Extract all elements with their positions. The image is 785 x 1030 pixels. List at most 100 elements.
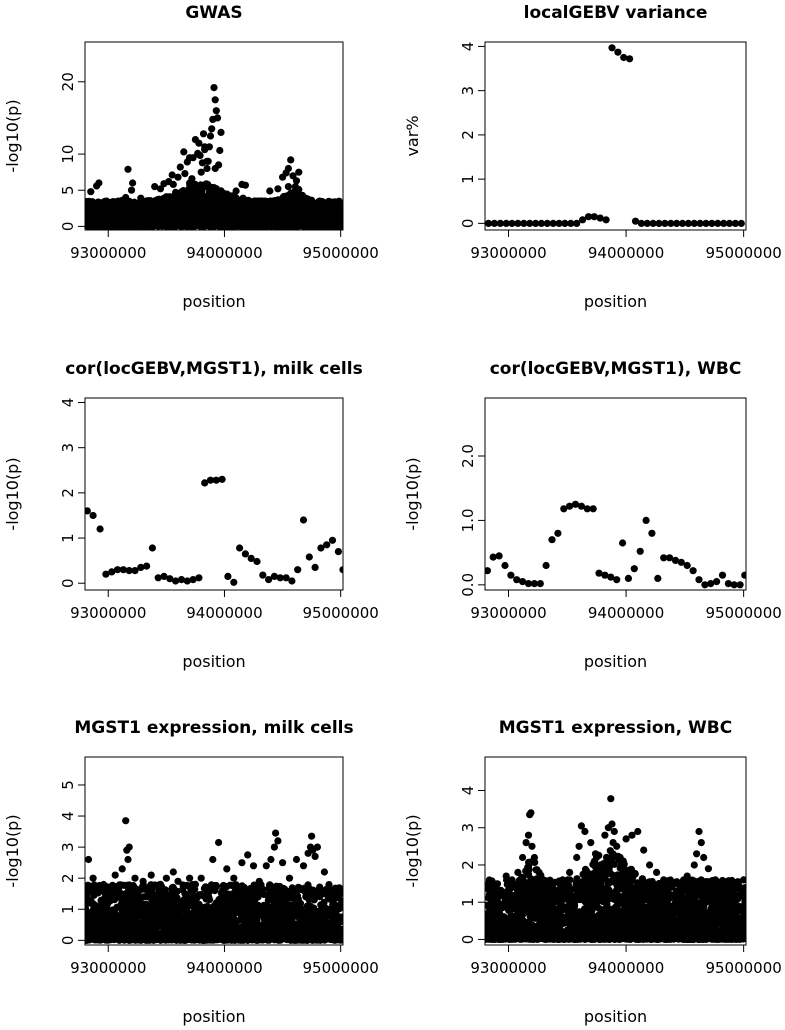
x-axis-label: position [584,292,647,311]
background-point [117,894,125,902]
data-point [181,890,189,898]
background-point [271,894,279,902]
data-point [560,505,568,513]
background-point [137,212,145,220]
data-point [526,219,534,227]
background-point [251,199,259,207]
data-point [338,204,343,212]
data-point [661,219,669,227]
data-point [96,525,104,533]
background-point [256,889,264,898]
data-point [317,544,325,552]
data-point [118,865,126,873]
data-point [678,219,687,227]
data-point [148,544,156,552]
data-point [230,874,238,882]
x-tick-label: 94000000 [186,959,262,977]
background-point [85,886,91,894]
data-point [495,552,503,560]
data-point [137,563,145,572]
data-point [571,500,580,508]
data-point [332,211,340,219]
background-point [302,913,311,921]
data-point [153,201,161,209]
data-point [489,553,497,561]
data-point [125,843,133,851]
data-point [689,567,697,575]
data-point [567,219,575,227]
background-point [256,222,264,230]
data-point [247,204,255,212]
data-point [543,219,551,227]
data-point [583,505,591,513]
data-point [284,164,292,173]
data-point [253,557,261,566]
chart-title: MGST1 expression, milk cells [74,718,353,738]
background-point [207,881,215,889]
data-point [519,578,527,586]
data-point [262,862,270,870]
data-point [211,96,219,104]
data-point [95,179,103,187]
chart-title: MGST1 expression, WBC [499,718,732,738]
background-point [315,910,323,918]
background-point [276,936,285,944]
data-point [160,180,168,188]
data-point [143,562,151,570]
data-points [485,44,745,227]
background-point [311,935,319,943]
data-point [189,576,197,584]
y-tick-label: 2 [59,488,77,498]
data-point [299,862,308,870]
data-point [107,198,115,207]
data-points [485,500,746,589]
y-tick-label: 5 [59,185,77,195]
data-point [209,855,217,864]
background-point [165,911,173,919]
background-point [201,922,209,931]
data-point [111,871,119,879]
background-point [287,196,295,204]
data-point [203,157,211,165]
data-point [125,567,133,575]
background-point [330,936,339,944]
y-axis-label: -log10(p) [403,814,422,887]
data-point [223,865,231,873]
data-point [308,832,316,840]
data-point [124,855,132,864]
data-point [648,529,656,537]
background-point [170,904,178,913]
data-point [561,219,569,227]
background-point [188,933,196,942]
x-tick-label: 95000000 [705,959,781,977]
data-point [485,219,493,227]
data-point [542,561,550,570]
data-point [162,874,170,882]
data-point [186,874,194,882]
data-points [85,817,343,944]
data-point [660,554,668,562]
y-tick-label: 0.0 [459,573,477,597]
data-point [683,561,691,570]
background-point [169,221,177,229]
background-point [100,918,109,926]
data-point [220,190,229,198]
x-tick-label: 93000000 [470,604,546,622]
background-point [196,211,204,219]
data-point [216,146,224,155]
data-point [249,862,258,870]
background-point [180,929,188,937]
data-point [217,128,225,136]
data-points [85,84,343,230]
data-point [323,541,331,549]
y-tick-label: 0 [59,578,77,588]
data-point [713,578,721,586]
data-point [104,209,112,217]
background-point [220,211,228,219]
background-point [93,922,102,930]
data-point [284,183,292,191]
background-point [288,206,296,214]
data-point [317,206,325,215]
data-point [532,219,540,227]
data-point [168,171,176,179]
